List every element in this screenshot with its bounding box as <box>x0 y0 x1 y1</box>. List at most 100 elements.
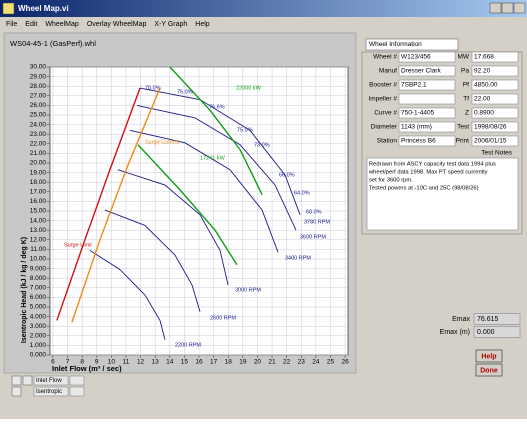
field-label: Station <box>377 138 398 145</box>
field-box[interactable] <box>398 51 456 63</box>
efficiency-label: 76.6% <box>209 104 225 110</box>
series-label: 3600 RPM <box>300 234 326 240</box>
info-title-box <box>365 38 459 51</box>
y-tick-label: 8.000 <box>30 275 47 282</box>
y-tick-label: 18.00 <box>30 179 47 186</box>
x-tick-label: 12 <box>137 359 145 366</box>
y-tick-label: 30.00 <box>30 64 47 71</box>
y-tick-label: 7.000 <box>30 285 47 292</box>
window-title: Wheel Map.vi <box>18 4 69 13</box>
y-tick-label: 24.00 <box>30 121 47 128</box>
legend-box[interactable] <box>33 375 69 386</box>
notes-label: Test Notes <box>481 150 512 157</box>
graph-tool[interactable] <box>11 375 22 386</box>
y-tick-label: 5.000 <box>30 304 47 311</box>
x-tick-label: 16 <box>195 359 203 366</box>
field-box[interactable] <box>471 107 519 119</box>
field-label: Print <box>456 138 470 145</box>
window-button[interactable] <box>501 2 514 14</box>
y-tick-label: 17.00 <box>30 189 47 196</box>
y-tick-label: 15.00 <box>30 208 47 215</box>
y-tick-label: 19.00 <box>30 169 47 176</box>
field-box[interactable] <box>471 135 519 147</box>
x-tick-label: 10 <box>108 359 116 366</box>
menu-item[interactable]: Overlay WheelMap <box>87 21 147 28</box>
notes-line: Tested powers at -10C and 25C (98/08/26) <box>369 186 479 192</box>
field-box[interactable] <box>471 65 519 77</box>
y-tick-label: 10.00 <box>30 256 47 263</box>
field-box[interactable] <box>471 51 519 63</box>
legend-box[interactable] <box>33 386 69 397</box>
field-box[interactable] <box>471 79 519 91</box>
window-button[interactable] <box>489 2 502 14</box>
x-tick-label: 17 <box>210 359 218 366</box>
menu-item[interactable]: Edit <box>25 21 37 28</box>
legend-label: Inlet Flow <box>36 378 62 384</box>
efficiency-label: 75.0% <box>177 89 193 95</box>
y-tick-label: 9.000 <box>30 265 47 272</box>
series-label: Surge Limit <box>64 242 92 248</box>
field-box[interactable] <box>398 121 456 133</box>
field-label: Z <box>465 110 469 117</box>
field-box[interactable] <box>398 135 456 147</box>
menu-item[interactable]: Help <box>195 21 210 28</box>
field-value: 1143 (mm) <box>401 124 432 131</box>
y-tick-label: 6.000 <box>30 294 47 301</box>
menu-item[interactable]: X-Y Graph <box>154 21 187 28</box>
y-tick-label: 0.000 <box>30 352 47 359</box>
field-box[interactable] <box>398 93 456 105</box>
x-tick-label: 13 <box>152 359 160 366</box>
x-axis-label: Inlet Flow (m³ / sec) <box>52 364 122 373</box>
notes-box[interactable] <box>366 157 519 231</box>
field-value: 750-1-4405 <box>401 110 435 117</box>
field-box[interactable] <box>398 79 456 91</box>
series-label: 17241 kW <box>200 155 226 161</box>
y-tick-label: 27.00 <box>30 93 47 100</box>
menu-item[interactable]: WheelMap <box>45 21 79 28</box>
title-bar <box>0 0 527 17</box>
graph-tool[interactable] <box>22 375 33 386</box>
button[interactable] <box>475 363 503 377</box>
series-line <box>169 66 263 195</box>
emax-value: 0.000 <box>477 329 495 336</box>
legend-tool[interactable] <box>69 375 85 386</box>
button-label[interactable]: Help <box>481 353 496 360</box>
field-value: W123/456 <box>401 54 431 61</box>
y-tick-label: 13.00 <box>30 227 47 234</box>
field-box[interactable] <box>398 65 456 77</box>
notes-line: Redrawn from ASCY capacity test data 199… <box>369 162 496 168</box>
field-label: Pa <box>461 68 469 75</box>
x-tick-label: 26 <box>341 359 349 366</box>
field-label: Curve # <box>374 110 397 117</box>
x-tick-label: 14 <box>166 359 174 366</box>
field-value: 22.00 <box>474 96 491 103</box>
menu-bar <box>0 17 527 30</box>
series-label: 3000 RPM <box>235 287 261 293</box>
emax-box <box>473 313 521 325</box>
field-label: Booster # <box>369 82 397 89</box>
series-line <box>104 209 201 312</box>
legend-tool[interactable] <box>69 386 85 397</box>
field-label: Test <box>457 124 469 131</box>
field-box[interactable] <box>471 93 519 105</box>
field-value: 7SBP2.1 <box>401 82 427 89</box>
field-box[interactable] <box>471 121 519 133</box>
button-label[interactable]: Done <box>480 367 498 374</box>
graph-tool[interactable] <box>11 386 22 397</box>
field-box[interactable] <box>398 107 456 119</box>
window-button[interactable] <box>513 2 526 14</box>
button[interactable] <box>475 349 503 363</box>
field-label: Wheel # <box>373 54 397 61</box>
y-tick-label: 2.000 <box>30 333 47 340</box>
y-axis-label: Isentropic Head (kJ / kg / deg K) <box>21 237 28 343</box>
info-title: Wheel Information <box>369 41 422 48</box>
series-line <box>89 249 166 340</box>
x-tick-label: 25 <box>327 359 335 366</box>
series-label: 2600 RPM <box>210 315 236 321</box>
series-line <box>117 169 229 286</box>
menu-item[interactable]: File <box>6 21 17 28</box>
x-tick-label: 18 <box>225 359 233 366</box>
series-label: 3780 RPM <box>304 219 330 225</box>
y-tick-label: 25.00 <box>30 112 47 119</box>
